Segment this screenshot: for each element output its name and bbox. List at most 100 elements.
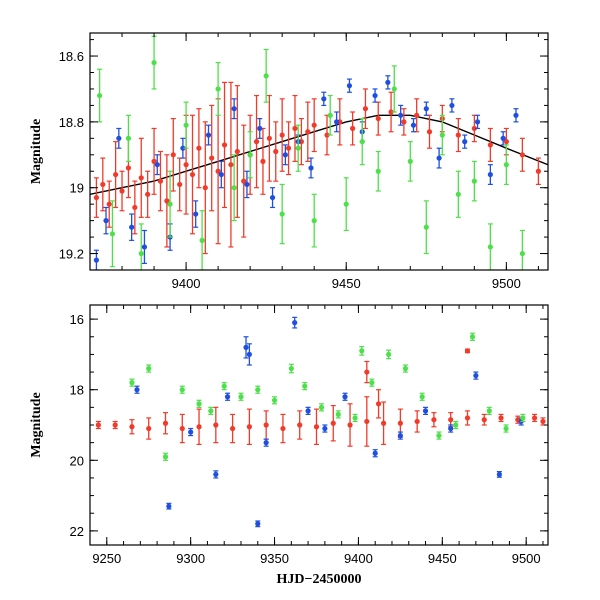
data-point xyxy=(305,129,311,135)
data-point xyxy=(106,201,112,207)
data-point xyxy=(372,92,378,99)
data-point xyxy=(500,135,506,141)
data-point xyxy=(177,181,183,188)
data-point xyxy=(180,145,186,151)
y-tick-label: 19 xyxy=(70,181,84,196)
data-point xyxy=(342,394,348,400)
data-point xyxy=(167,201,173,207)
data-point xyxy=(246,424,252,430)
data-point xyxy=(487,171,493,178)
data-point xyxy=(311,122,317,128)
data-point xyxy=(134,387,140,393)
data-point xyxy=(313,424,320,430)
data-point xyxy=(154,162,160,168)
data-point xyxy=(138,175,144,181)
data-point xyxy=(426,129,433,135)
x-tick-label: 9500 xyxy=(512,551,541,566)
data-point xyxy=(271,397,278,403)
data-point xyxy=(414,418,420,425)
data-point xyxy=(464,348,471,354)
data-point xyxy=(402,365,408,372)
x-tick-label: 9450 xyxy=(428,551,457,566)
data-point xyxy=(224,394,231,400)
data-point xyxy=(388,109,394,115)
data-point xyxy=(372,450,378,456)
data-point xyxy=(285,145,292,151)
data-point xyxy=(407,158,413,164)
data-point xyxy=(380,420,387,426)
data-point xyxy=(93,194,100,201)
data-point xyxy=(531,415,538,421)
data-point xyxy=(260,158,266,164)
data-point xyxy=(138,250,144,257)
data-point xyxy=(146,425,152,432)
data-point xyxy=(423,106,429,112)
data-point xyxy=(146,365,152,372)
data-point xyxy=(228,162,234,168)
y-tick-label: 22 xyxy=(70,524,84,539)
data-point xyxy=(359,348,365,354)
series-red xyxy=(95,348,546,447)
data-point xyxy=(369,380,375,386)
data-point xyxy=(269,194,276,201)
data-point xyxy=(334,119,340,125)
data-point xyxy=(221,142,228,148)
data-point xyxy=(410,122,417,128)
data-point xyxy=(234,148,240,155)
series-blue xyxy=(93,75,519,270)
data-point xyxy=(375,401,382,407)
data-point xyxy=(205,132,212,138)
data-point xyxy=(116,135,122,141)
data-point xyxy=(209,155,215,161)
data-point xyxy=(401,119,407,125)
data-point xyxy=(199,237,205,243)
data-point xyxy=(535,168,541,174)
data-point xyxy=(125,135,132,141)
series-green xyxy=(97,35,525,270)
y-axis-label: Magnitude xyxy=(29,119,44,184)
data-point xyxy=(292,125,298,132)
data-point xyxy=(346,83,353,89)
data-point xyxy=(439,132,445,138)
data-point xyxy=(385,79,391,85)
data-point xyxy=(364,369,370,375)
data-point xyxy=(375,115,381,122)
series-blue xyxy=(134,316,524,528)
plot-area xyxy=(90,35,548,270)
data-point xyxy=(503,425,509,432)
data-point xyxy=(215,168,221,174)
data-point xyxy=(352,415,358,421)
data-point xyxy=(113,171,119,178)
data-point xyxy=(464,415,471,421)
x-axis-label: HJD−2450000 xyxy=(277,572,362,587)
data-point xyxy=(179,425,185,432)
data-point xyxy=(196,401,202,407)
data-point xyxy=(519,152,525,158)
data-point xyxy=(279,211,285,217)
plot-frame xyxy=(89,304,549,546)
data-point xyxy=(215,86,221,92)
data-point xyxy=(151,60,157,66)
data-point xyxy=(335,411,341,418)
plot-frame xyxy=(89,32,549,271)
data-point xyxy=(166,503,172,509)
data-point xyxy=(297,422,303,428)
x-tick-label: 9450 xyxy=(332,276,361,291)
y-tick-label: 19.2 xyxy=(59,247,84,262)
data-point xyxy=(141,244,148,250)
data-point xyxy=(436,432,442,439)
data-point xyxy=(422,408,429,414)
data-point xyxy=(162,454,169,460)
data-point xyxy=(97,92,103,99)
data-point xyxy=(129,424,135,430)
x-tick-label: 9400 xyxy=(344,551,373,566)
data-point xyxy=(322,425,328,432)
data-point xyxy=(132,204,138,211)
data-point xyxy=(519,250,525,257)
series-red xyxy=(93,81,541,255)
data-point xyxy=(273,148,279,155)
series-green xyxy=(129,332,526,461)
x-tick-label: 9250 xyxy=(92,551,121,566)
data-point xyxy=(481,417,487,423)
